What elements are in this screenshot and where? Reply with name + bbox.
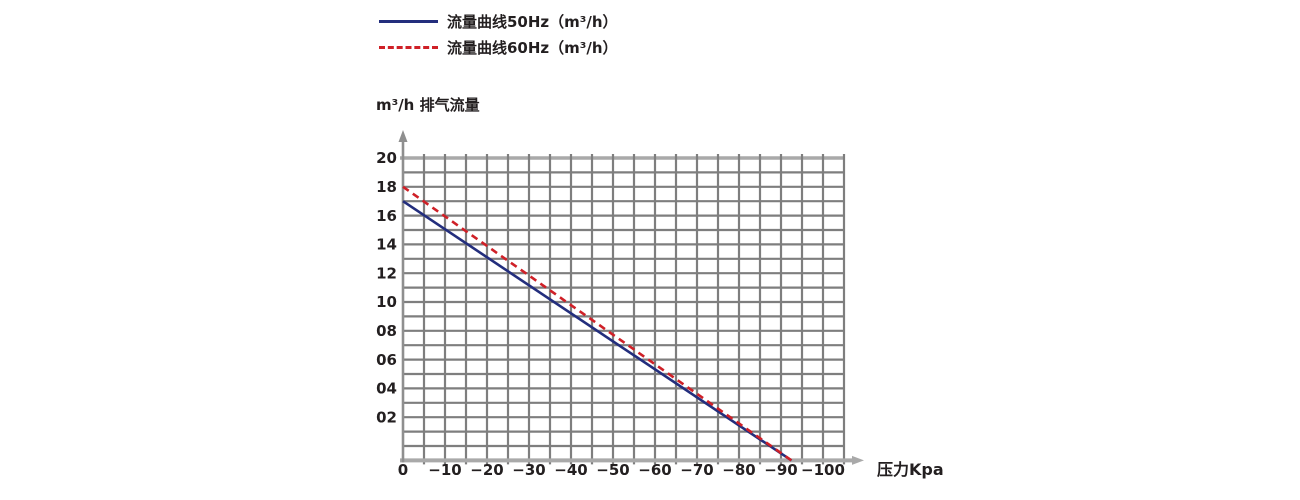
y-tick-label: 16 (376, 207, 397, 225)
legend-dashed-line-swatch (379, 45, 438, 49)
x-tick-label: −70 (680, 461, 713, 479)
series-line-50hz (402, 200, 793, 462)
x-tick-label: 0 (398, 461, 408, 479)
x-tick-label: −100 (801, 461, 845, 479)
x-tick-label: −30 (512, 461, 545, 479)
x-tick-label: −40 (554, 461, 587, 479)
x-tick-label: −80 (722, 461, 755, 479)
y-tick-label: 08 (376, 322, 397, 340)
x-tick-label: −50 (596, 461, 629, 479)
y-tick-label: 02 (376, 408, 397, 426)
x-tick-label: −10 (428, 461, 461, 479)
legend-label-50hz: 流量曲线50Hz（m³/h） (447, 12, 618, 31)
y-tick-label: 14 (376, 236, 397, 254)
legend-solid-line-swatch (379, 19, 438, 23)
x-tick-label: −60 (638, 461, 671, 479)
legend-label-60hz: 流量曲线60Hz（m³/h） (447, 38, 618, 57)
y-tick-label: 10 (376, 293, 397, 311)
y-axis-arrow (398, 130, 408, 142)
y-axis-title: m³/h 排气流量 (376, 96, 480, 114)
y-tick-label: 20 (376, 149, 397, 167)
y-tick-label: 04 (376, 380, 397, 398)
y-tick-label: 12 (376, 264, 397, 282)
x-axis-arrow (852, 455, 864, 465)
legend: 流量曲线50Hz（m³/h） 流量曲线60Hz（m³/h） (379, 8, 618, 60)
y-tick-label: 18 (376, 178, 397, 196)
x-axis-title: 压力Kpa (877, 460, 944, 479)
x-tick-label: −20 (470, 461, 503, 479)
legend-item-50hz: 流量曲线50Hz（m³/h） (379, 8, 618, 34)
x-tick-label: −90 (764, 461, 797, 479)
legend-item-60hz: 流量曲线60Hz（m³/h） (379, 34, 618, 60)
series-line-60hz (402, 185, 793, 462)
y-tick-label: 06 (376, 351, 397, 369)
